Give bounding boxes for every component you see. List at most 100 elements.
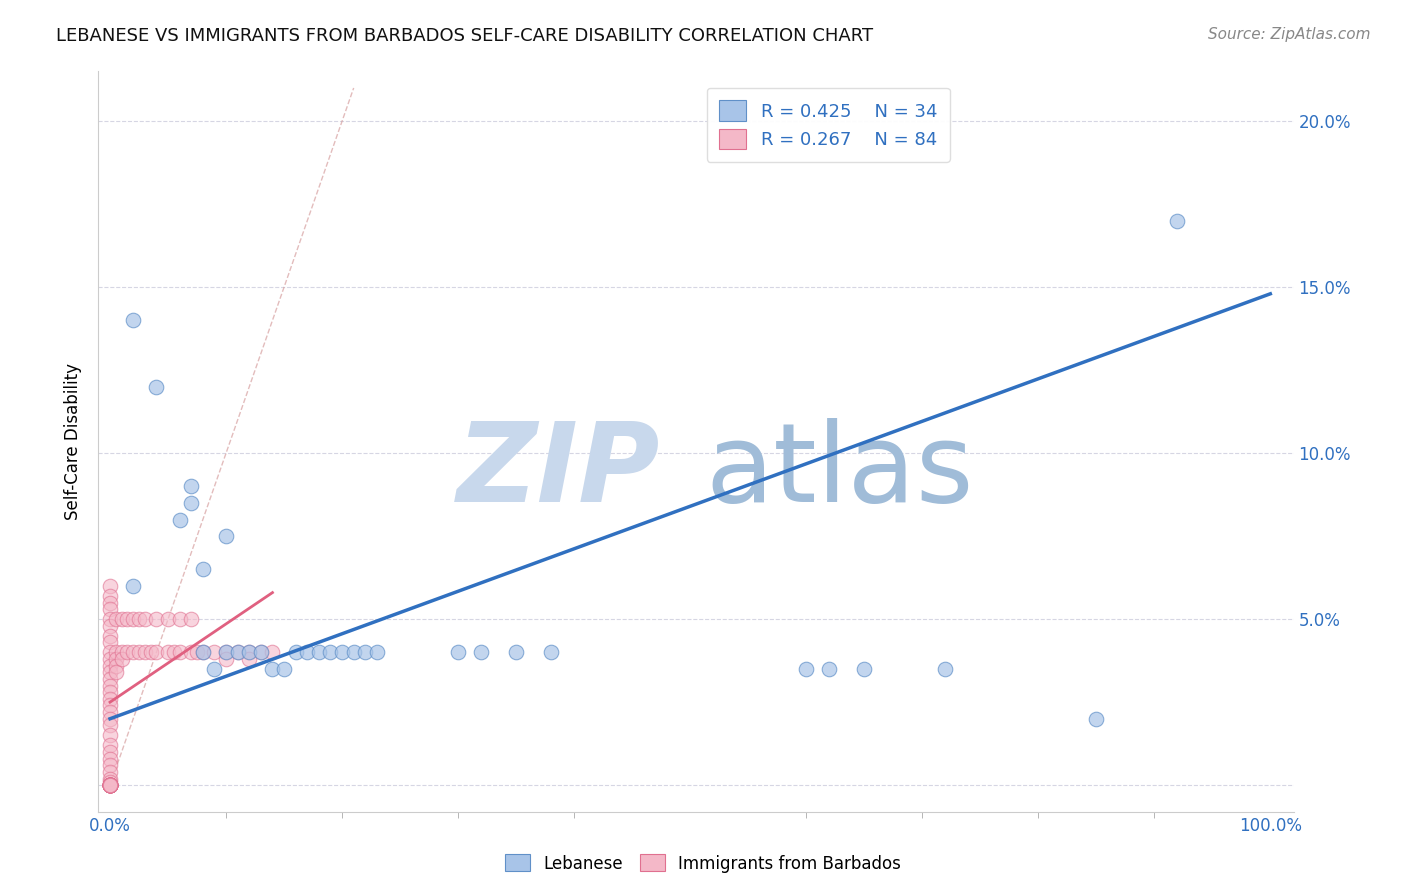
Point [818,662,841,676]
Text: LEBANESE VS IMMIGRANTS FROM BARBADOS SELF-CARE DISABILITY CORRELATION CHART: LEBANESE VS IMMIGRANTS FROM BARBADOS SEL… [56,27,873,45]
Point [98,685,121,699]
Legend: R = 0.425    N = 34, R = 0.267    N = 84: R = 0.425 N = 34, R = 0.267 N = 84 [707,87,950,162]
Point [98,778,121,792]
Point [98,652,121,666]
Point [794,662,817,676]
Point [273,662,295,676]
Point [98,612,121,626]
Point [98,751,121,765]
Point [98,645,121,659]
Point [215,645,238,659]
Point [98,778,121,792]
Point [98,712,121,726]
Point [98,778,121,792]
Point [117,612,139,626]
Point [98,602,121,616]
Point [98,691,121,706]
Point [98,764,121,779]
Point [343,645,366,659]
Point [98,778,121,792]
Point [180,496,202,510]
Point [98,635,121,649]
Point [169,512,191,526]
Point [505,645,527,659]
Point [104,658,127,673]
Point [122,313,145,327]
Point [134,645,156,659]
Point [284,645,307,659]
Point [1085,712,1108,726]
Y-axis label: Self-Care Disability: Self-Care Disability [65,363,83,520]
Point [98,778,121,792]
Point [111,612,134,626]
Point [169,645,191,659]
Point [98,778,121,792]
Point [98,778,121,792]
Point [98,778,121,792]
Point [98,679,121,693]
Point [98,778,121,792]
Point [111,652,134,666]
Point [191,562,214,576]
Point [98,778,121,792]
Point [145,612,167,626]
Point [122,645,145,659]
Point [98,778,121,792]
Point [169,612,191,626]
Point [98,579,121,593]
Point [853,662,876,676]
Point [226,645,249,659]
Point [226,645,249,659]
Point [180,612,202,626]
Point [98,778,121,792]
Point [180,479,202,493]
Point [98,698,121,713]
Point [98,778,121,792]
Point [191,645,214,659]
Point [157,645,180,659]
Point [98,619,121,633]
Point [215,652,238,666]
Point [204,645,226,659]
Point [98,758,121,772]
Point [250,645,273,659]
Point [98,672,121,686]
Point [157,612,180,626]
Text: ZIP: ZIP [457,417,661,524]
Point [98,665,121,680]
Point [163,645,186,659]
Point [180,645,202,659]
Point [250,645,273,659]
Text: Source: ZipAtlas.com: Source: ZipAtlas.com [1208,27,1371,42]
Point [134,612,156,626]
Point [238,652,260,666]
Point [117,645,139,659]
Point [98,778,121,792]
Point [470,645,492,659]
Point [308,645,330,659]
Point [98,778,121,792]
Point [98,778,121,792]
Point [98,728,121,742]
Point [139,645,162,659]
Point [98,718,121,732]
Point [104,652,127,666]
Point [98,778,121,792]
Point [191,645,214,659]
Point [215,529,238,543]
Point [111,645,134,659]
Point [145,645,167,659]
Point [104,645,127,659]
Point [128,612,150,626]
Point [104,612,127,626]
Point [98,775,121,789]
Point [122,579,145,593]
Point [354,645,377,659]
Point [98,778,121,792]
Point [186,645,208,659]
Point [204,662,226,676]
Point [297,645,319,659]
Point [262,662,284,676]
Text: atlas: atlas [706,417,973,524]
Point [215,645,238,659]
